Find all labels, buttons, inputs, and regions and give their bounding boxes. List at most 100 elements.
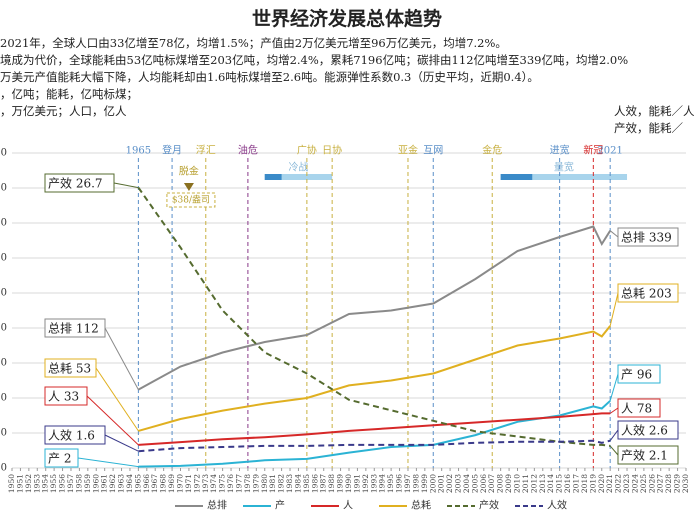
y-tick-label: 0	[1, 463, 7, 474]
x-tick-label: 1966	[142, 474, 151, 493]
series-line	[138, 325, 611, 432]
note: 境成为代价，全球能耗由53亿吨标煤增至203亿吨，均增2.4%，累耗7196亿吨…	[0, 53, 628, 67]
leader-line	[113, 182, 139, 189]
x-tick-label: 2016	[563, 474, 572, 493]
value-label: 总排 112	[48, 322, 99, 336]
x-tick-label: 2000	[428, 474, 437, 493]
x-tick-label: 1985	[302, 474, 311, 493]
x-tick-label: 1964	[125, 474, 134, 493]
x-tick-label: 1998	[411, 474, 420, 493]
x-tick-label: 2026	[647, 474, 656, 493]
x-tick-label: 2003	[454, 474, 463, 493]
x-tick-label: 2029	[673, 474, 682, 493]
series-line	[137, 187, 611, 447]
label-box	[617, 420, 679, 440]
label-box	[44, 425, 106, 445]
callout-label: 脱金	[179, 165, 199, 178]
event-label: 金危	[482, 144, 502, 157]
legend-label: 产效	[479, 499, 499, 512]
band-label: 冷战	[288, 161, 308, 174]
series-line	[137, 225, 612, 391]
x-tick-label: 1994	[378, 474, 387, 493]
x-tick-label: 1993	[369, 474, 378, 493]
label-box	[617, 445, 679, 465]
value-label: 人效 1.6	[48, 428, 95, 443]
x-tick-label: 1951	[15, 474, 24, 493]
leader-line	[609, 373, 619, 401]
x-tick-label: 2011	[521, 474, 530, 493]
series-line	[138, 400, 611, 468]
band-label: 量宽	[554, 161, 574, 174]
x-tick-label: 1983	[285, 474, 294, 493]
label-box	[617, 364, 661, 384]
leader-line	[104, 434, 139, 452]
x-tick-label: 1979	[251, 474, 260, 493]
x-tick-label: 1968	[159, 474, 168, 493]
leader-line	[104, 327, 139, 390]
note: 2021年，全球人口由33亿增至78亿，均增1.5%；产值由2万亿美元增至96万…	[0, 36, 507, 50]
callout-arrow	[183, 183, 194, 191]
label-box	[617, 283, 679, 303]
y-tick-label: 100	[0, 393, 7, 404]
x-tick-label: 1988	[327, 474, 336, 493]
x-tick-label: 1995	[386, 474, 395, 493]
leader-line	[609, 429, 619, 441]
x-tick-label: 1977	[234, 474, 243, 493]
y-tick-label: 400	[0, 183, 7, 194]
label-box	[44, 318, 106, 338]
event-label: 油危	[238, 144, 258, 157]
x-tick-label: 1955	[49, 474, 58, 493]
x-tick-label: 2005	[470, 474, 479, 493]
x-tick-label: 1978	[243, 474, 252, 493]
leader-line	[609, 230, 619, 238]
series-line	[138, 412, 611, 446]
x-tick-label: 2014	[546, 474, 555, 493]
value-label: 产 96	[621, 368, 652, 382]
y-tick-label: 150	[0, 358, 7, 369]
legend-label: 总排	[207, 499, 227, 512]
x-tick-label: 1953	[32, 474, 41, 493]
legend-label: 人	[343, 500, 353, 512]
event-label: 2021	[597, 146, 622, 157]
x-tick-label: 1962	[108, 474, 117, 493]
x-tick-label: 1974	[209, 474, 218, 493]
x-tick-label: 2015	[555, 474, 564, 493]
x-tick-label: 1999	[420, 474, 429, 493]
legend-label: 人效	[547, 499, 567, 512]
y-tick-label: 50	[0, 428, 7, 439]
x-tick-label: 2028	[664, 474, 673, 493]
value-label: 人效 2.6	[621, 423, 668, 438]
band	[500, 174, 628, 180]
leader-line	[609, 407, 619, 414]
value-label: 人 78	[621, 402, 652, 416]
x-tick-label: 1956	[58, 474, 67, 493]
event-label: 登月	[162, 144, 182, 157]
event-label: 浮汇	[196, 144, 216, 157]
band	[264, 174, 333, 180]
x-tick-label: 1990	[344, 474, 353, 493]
series-line	[138, 439, 611, 453]
x-tick-label: 1967	[150, 474, 159, 493]
event-label: 新冠	[583, 144, 603, 157]
y-tick-label: 300	[0, 253, 7, 264]
leader-line	[86, 395, 139, 446]
x-tick-label: 2021	[605, 474, 614, 493]
x-tick-label: 1963	[117, 474, 126, 493]
x-tick-label: 1959	[83, 474, 92, 493]
legend-label: 总耗	[411, 499, 431, 512]
band-head	[500, 174, 533, 180]
x-tick-label: 2024	[630, 474, 639, 493]
x-tick-label: 2012	[529, 474, 538, 493]
label-box	[44, 173, 115, 193]
y-tick-label: 350	[0, 218, 7, 229]
value-label: 总排 339	[621, 231, 672, 245]
x-tick-label: 1972	[192, 474, 201, 493]
value-label: 产 2	[48, 452, 71, 466]
x-tick-label: 2023	[622, 474, 631, 493]
x-tick-label: 2017	[571, 474, 580, 493]
x-tick-label: 2009	[504, 474, 513, 493]
x-tick-label: 2025	[639, 474, 648, 493]
x-tick-label: 1957	[66, 474, 75, 493]
x-tick-label: 1958	[74, 474, 83, 493]
x-tick-label: 1969	[167, 474, 176, 493]
